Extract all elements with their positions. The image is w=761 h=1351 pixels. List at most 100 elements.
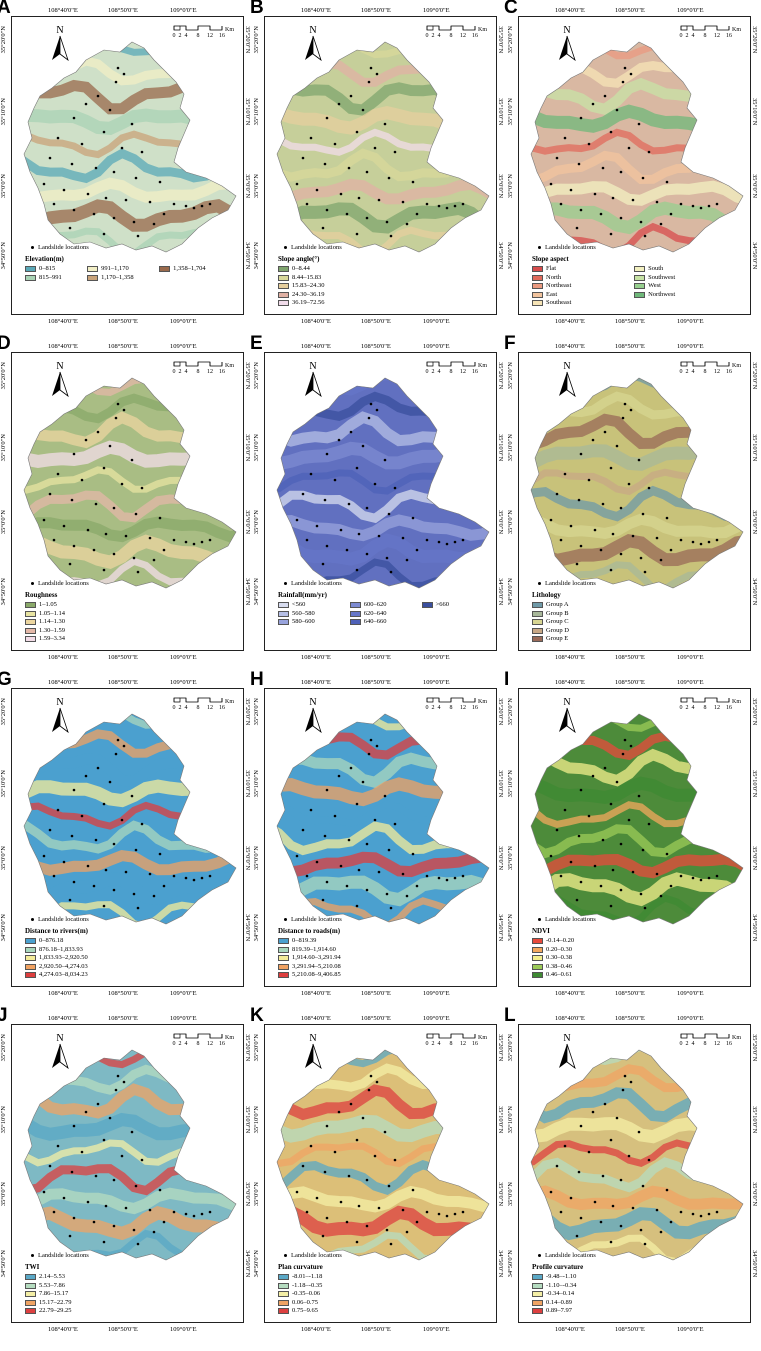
landslide-point <box>629 744 633 748</box>
lon-label-bottom: 109°0'0"E <box>170 990 197 997</box>
svg-text:16: 16 <box>726 1041 732 1047</box>
lat-label-right: 35°0'0"N <box>244 174 251 199</box>
north-arrow-icon: N <box>559 361 576 398</box>
landslide-point <box>659 894 663 898</box>
landslide-point <box>559 538 563 542</box>
svg-text:12: 12 <box>714 1041 720 1047</box>
legend-item: 5,210.08–9,406.85 <box>278 971 478 980</box>
landslide-point <box>104 196 108 200</box>
legend-swatch <box>278 972 289 979</box>
svg-text:2: 2 <box>432 1041 435 1047</box>
svg-text:12: 12 <box>207 705 213 711</box>
landslide-point <box>120 818 124 822</box>
lon-label-bottom: 108°50'0"E <box>361 1326 391 1333</box>
landslide-point <box>355 1138 359 1142</box>
svg-text:4: 4 <box>438 33 441 39</box>
landslide-point <box>559 1210 563 1214</box>
landslide-point <box>349 1102 353 1106</box>
landslide-point <box>325 880 329 884</box>
landslide-point <box>647 486 651 490</box>
landslide-point <box>699 1214 703 1218</box>
legend-item-label: Southwest <box>648 273 676 281</box>
lat-label-left: 34°50'0"N <box>507 242 514 270</box>
lat-label-left: 34°50'0"N <box>0 242 7 270</box>
svg-text:12: 12 <box>460 33 466 39</box>
landslide-point <box>315 1196 319 1200</box>
lat-label-right: 35°20'0"N <box>751 698 758 726</box>
landslide-point <box>669 548 673 552</box>
landslide-point <box>609 232 613 236</box>
svg-text:4: 4 <box>692 705 695 711</box>
landslide-point <box>611 532 615 536</box>
lon-label-top: 108°40'0"E <box>555 7 585 14</box>
legend-item-label: 0.46–0.61 <box>546 971 572 978</box>
svg-text:16: 16 <box>726 705 732 711</box>
legend-item: 991–1,170 <box>87 265 153 274</box>
landslide-legend-label: Landslide locations <box>545 1252 596 1259</box>
raster-map <box>276 1049 490 1261</box>
landslide-point <box>383 1130 387 1134</box>
landslide-point <box>619 888 623 892</box>
landslide-point <box>309 808 313 812</box>
landslide-point <box>365 888 369 892</box>
landslide-point <box>112 170 116 174</box>
lon-label-top: 109°0'0"E <box>423 1015 450 1022</box>
landslide-point <box>158 180 162 184</box>
landslide-point <box>134 512 138 516</box>
legend-item: West <box>634 282 732 291</box>
landslide-point <box>411 180 415 184</box>
landslide-point <box>655 200 659 204</box>
legend-item-label: 0–876.18 <box>39 937 64 944</box>
legend: Landslide locations Distance to rivers(m)… <box>25 916 225 980</box>
legend-title: Slope angle(°) <box>278 255 320 263</box>
legend-item: 2,920.50–4,274.03 <box>25 963 225 972</box>
legend-item-label: Northeast <box>546 282 572 289</box>
map-panel-j: J 108°40'0"E 108°40'0"E 108°50'0"E 108°50'0"… <box>0 1006 251 1333</box>
landslide-point <box>345 1220 349 1224</box>
landslide-point <box>162 548 166 552</box>
landslide-point <box>345 884 349 888</box>
raster-map <box>23 41 237 253</box>
landslide-point <box>108 108 112 112</box>
lat-label-left: 34°50'0"N <box>0 1250 7 1278</box>
landslide-point <box>102 568 106 572</box>
svg-text:2: 2 <box>179 705 182 711</box>
lon-label-bottom: 109°0'0"E <box>170 1326 197 1333</box>
lon-label-top: 108°50'0"E <box>615 7 645 14</box>
legend-swatch <box>278 1291 289 1298</box>
svg-text:0: 0 <box>426 705 429 711</box>
svg-text:2: 2 <box>686 33 689 39</box>
landslide-point <box>579 788 583 792</box>
lat-label-left: 34°50'0"N <box>253 578 260 606</box>
lon-label-top: 108°40'0"E <box>555 679 585 686</box>
landslide-point <box>655 1208 659 1212</box>
lon-label-top: 108°40'0"E <box>301 679 331 686</box>
legend: Landslide locations Slope aspect Flat North… <box>532 244 732 308</box>
legend-item: 15.83–24.30 <box>278 282 478 291</box>
landslide-point <box>136 570 140 574</box>
legend-swatch <box>532 636 543 643</box>
landslide-point <box>333 478 337 482</box>
legend-item-label: 36.19–72.56 <box>292 299 325 306</box>
panel-letter: F <box>504 333 516 354</box>
svg-text:2: 2 <box>432 705 435 711</box>
landslide-point <box>72 544 76 548</box>
legend-swatch <box>532 955 543 962</box>
legend-swatch <box>278 946 289 953</box>
legend: Landslide locations Slope angle(°) 0–8.44 8… <box>278 244 478 308</box>
landslide-point <box>301 156 305 160</box>
svg-text:12: 12 <box>460 369 466 375</box>
landslide-point <box>437 540 441 544</box>
landslide-point <box>647 1158 651 1162</box>
landslide-point <box>52 202 56 206</box>
landslide-point <box>357 868 361 872</box>
landslide-point <box>295 518 299 522</box>
landslide-point <box>347 838 351 842</box>
landslide-legend-entry: Landslide locations <box>25 916 225 924</box>
landslide-point <box>577 162 581 166</box>
legend-item: 5.53–7.86 <box>25 1282 225 1291</box>
lat-label-left: 35°0'0"N <box>253 174 260 199</box>
